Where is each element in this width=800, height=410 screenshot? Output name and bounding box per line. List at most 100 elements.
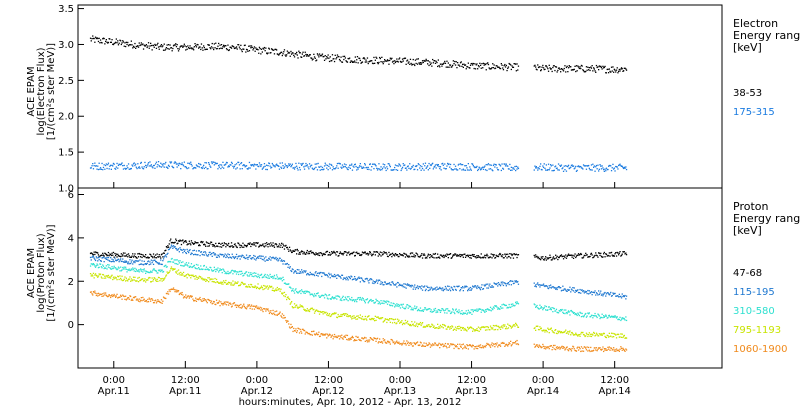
data-point xyxy=(549,328,551,330)
data-point xyxy=(129,256,131,258)
data-point xyxy=(312,58,314,60)
data-point xyxy=(468,287,470,289)
data-point xyxy=(434,327,436,329)
data-point xyxy=(204,299,206,301)
data-point xyxy=(474,166,476,169)
data-point xyxy=(429,326,432,328)
data-point xyxy=(125,266,127,268)
data-point xyxy=(389,282,391,284)
data-point xyxy=(286,321,288,323)
data-point xyxy=(490,68,492,70)
data-point xyxy=(172,166,174,168)
data-point xyxy=(623,166,625,168)
data-point xyxy=(214,161,216,164)
data-point xyxy=(153,302,155,304)
data-point xyxy=(166,246,168,249)
data-point xyxy=(591,65,593,67)
data-point xyxy=(378,163,380,165)
data-point xyxy=(212,245,214,247)
data-point xyxy=(600,334,602,336)
data-point xyxy=(399,343,402,345)
data-point xyxy=(373,56,375,59)
data-point xyxy=(545,329,547,331)
data-point xyxy=(419,165,422,167)
data-point xyxy=(110,253,112,256)
data-point xyxy=(325,164,327,166)
data-point xyxy=(205,245,207,247)
data-point xyxy=(618,70,620,72)
data-point xyxy=(140,263,142,265)
data-point xyxy=(223,46,225,48)
data-point xyxy=(283,291,286,294)
data-point xyxy=(202,268,204,270)
data-point xyxy=(168,243,170,245)
data-point xyxy=(497,285,499,287)
data-point xyxy=(456,255,458,257)
data-point xyxy=(99,260,102,262)
data-point xyxy=(303,251,305,253)
data-point xyxy=(435,289,437,291)
data-point xyxy=(465,310,467,312)
data-point xyxy=(551,70,553,73)
data-point xyxy=(193,265,195,267)
data-point xyxy=(194,267,196,269)
data-point xyxy=(553,287,555,289)
data-point xyxy=(349,254,351,256)
data-point xyxy=(494,163,497,166)
data-point xyxy=(371,163,374,165)
data-point xyxy=(623,318,625,320)
data-point xyxy=(318,56,320,58)
data-point xyxy=(396,342,399,344)
data-point xyxy=(94,41,96,43)
data-point xyxy=(336,316,338,318)
data-point xyxy=(335,167,337,169)
data-point xyxy=(487,287,490,289)
data-point xyxy=(164,255,166,257)
data-point xyxy=(253,46,256,48)
data-point xyxy=(346,334,349,337)
data-point xyxy=(393,169,395,171)
data-point xyxy=(127,261,130,263)
data-point xyxy=(162,277,164,280)
data-point xyxy=(577,66,580,68)
data-point xyxy=(185,262,188,264)
data-point xyxy=(489,68,491,70)
data-point xyxy=(433,60,435,62)
data-point xyxy=(275,243,277,245)
data-point xyxy=(119,275,121,277)
data-point xyxy=(533,282,535,284)
data-point xyxy=(400,169,402,172)
data-point xyxy=(163,265,165,268)
data-point xyxy=(209,47,211,49)
data-point xyxy=(376,337,379,339)
data-point xyxy=(235,271,237,273)
data-point xyxy=(313,56,316,58)
data-point xyxy=(301,164,303,166)
data-point xyxy=(507,323,509,325)
data-point xyxy=(494,305,496,307)
data-point xyxy=(142,167,144,170)
data-point xyxy=(144,278,146,280)
data-point xyxy=(218,271,220,273)
data-point xyxy=(235,246,238,248)
data-point xyxy=(561,331,563,334)
data-point xyxy=(479,287,481,290)
data-point xyxy=(281,313,283,315)
data-point xyxy=(424,162,427,164)
data-point xyxy=(576,289,578,292)
data-point xyxy=(368,315,370,317)
data-point xyxy=(354,164,356,166)
data-point xyxy=(119,39,121,41)
data-point xyxy=(585,165,587,167)
data-point xyxy=(240,281,243,284)
data-point xyxy=(144,300,146,302)
data-point xyxy=(469,64,472,66)
data-point xyxy=(120,279,122,281)
data-point xyxy=(606,255,608,257)
data-point xyxy=(444,312,446,314)
data-point xyxy=(582,164,585,166)
data-point xyxy=(536,167,538,169)
data-point xyxy=(428,308,430,310)
data-point xyxy=(270,167,272,169)
data-point xyxy=(361,297,364,299)
